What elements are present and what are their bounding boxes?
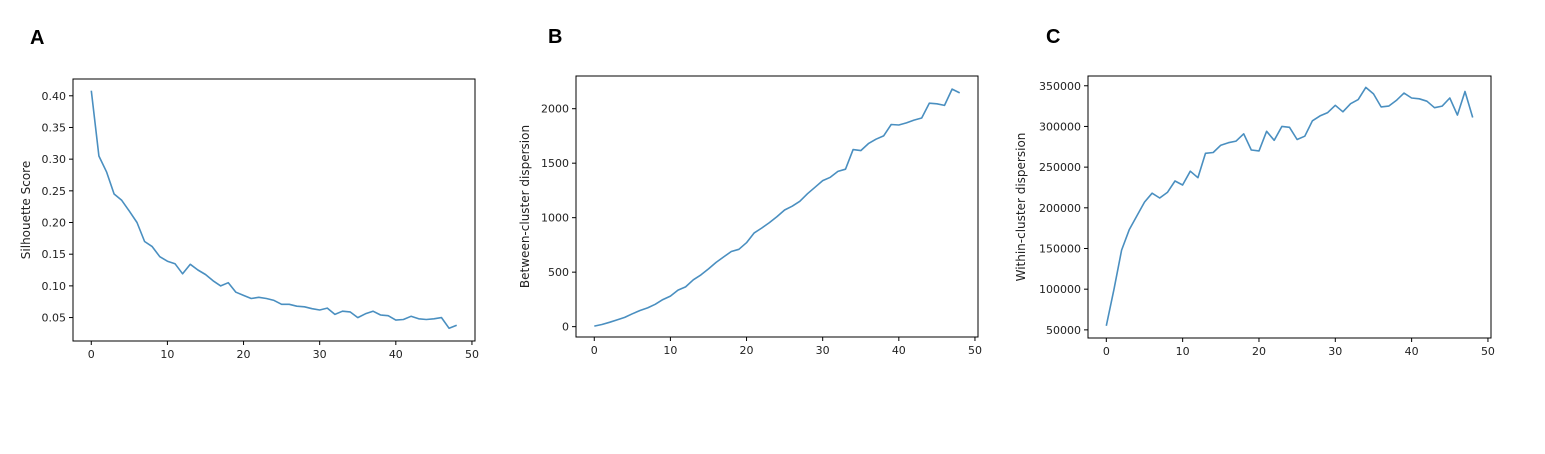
x-tick-label-a: 0	[88, 348, 95, 361]
y-tick-label-c: 250000	[1039, 161, 1081, 174]
y-axis-label-b: Between-cluster dispersion	[518, 125, 532, 288]
y-tick-label-b: 2000	[541, 103, 569, 116]
x-tick-label-a: 10	[160, 348, 174, 361]
x-tick-label-a: 30	[313, 348, 327, 361]
y-tick-label-a: 0.35	[42, 121, 67, 134]
y-tick-label-b: 0	[562, 321, 569, 334]
x-tick-label-c: 30	[1328, 345, 1342, 358]
y-tick-label-a: 0.15	[42, 248, 67, 261]
panel-label-c: C	[1046, 26, 1061, 48]
x-tick-label-b: 30	[816, 344, 830, 357]
panel-label-a: A	[30, 27, 45, 49]
y-tick-label-a: 0.40	[42, 90, 67, 103]
x-tick-label-c: 20	[1252, 345, 1266, 358]
x-tick-label-c: 0	[1103, 345, 1110, 358]
x-tick-label-b: 20	[740, 344, 754, 357]
x-tick-label-b: 0	[591, 344, 598, 357]
y-tick-label-b: 1500	[541, 157, 569, 170]
y-tick-label-a: 0.25	[42, 185, 67, 198]
y-tick-label-c: 150000	[1039, 242, 1081, 255]
series-line-c	[1105, 86, 1474, 326]
x-tick-label-b: 40	[892, 344, 906, 357]
x-tick-label-c: 10	[1176, 345, 1190, 358]
y-tick-label-a: 0.30	[42, 153, 67, 166]
series-line-b	[594, 88, 961, 327]
x-tick-label-b: 50	[968, 344, 982, 357]
y-tick-label-a: 0.05	[42, 312, 67, 325]
panel-label-b: B	[548, 26, 563, 48]
y-tick-label-a: 0.10	[42, 280, 67, 293]
y-tick-label-c: 50000	[1046, 324, 1081, 337]
x-tick-label-a: 20	[237, 348, 251, 361]
plot-frame-a	[72, 78, 476, 342]
y-tick-label-c: 100000	[1039, 283, 1081, 296]
x-tick-label-c: 50	[1481, 345, 1495, 358]
y-tick-label-b: 1000	[541, 212, 569, 225]
y-axis-label-c: Within-cluster dispersion	[1014, 133, 1028, 282]
x-tick-label-a: 50	[465, 348, 479, 361]
x-tick-label-c: 40	[1405, 345, 1419, 358]
y-tick-label-a: 0.20	[42, 217, 67, 230]
plot-frame-b	[575, 75, 979, 338]
series-line-a	[90, 90, 458, 330]
y-tick-label-c: 350000	[1039, 80, 1081, 93]
x-tick-label-a: 40	[389, 348, 403, 361]
x-tick-label-b: 10	[663, 344, 677, 357]
y-axis-label-a: Silhouette Score	[19, 161, 33, 259]
y-tick-label-c: 200000	[1039, 202, 1081, 215]
plot-frame-c	[1087, 75, 1492, 339]
y-tick-label-b: 500	[548, 266, 569, 279]
y-tick-label-c: 300000	[1039, 120, 1081, 133]
